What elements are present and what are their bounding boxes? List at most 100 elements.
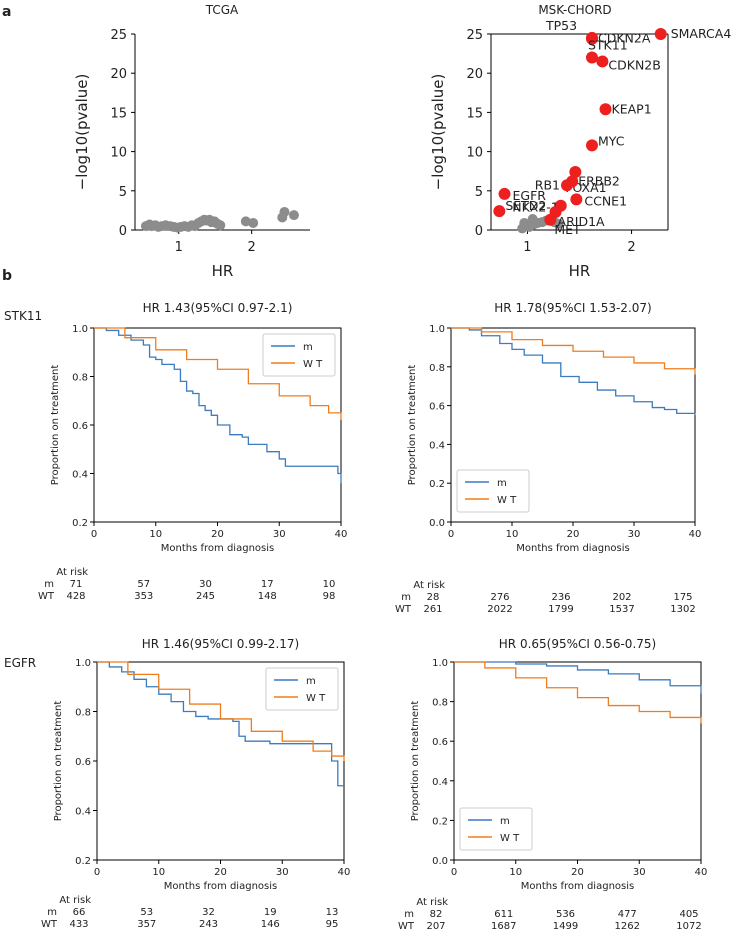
- y-tick-label: 20: [110, 67, 127, 82]
- at-risk-count: 2022: [487, 604, 512, 615]
- y-tick-label: 1.0: [72, 324, 88, 335]
- y-tick-label: 0.8: [429, 363, 445, 374]
- x-tick-label: 10: [509, 867, 522, 878]
- at-risk-count: 1687: [491, 921, 516, 932]
- gene-point: [570, 193, 583, 206]
- legend-label: W T: [497, 495, 517, 506]
- y-tick-label: 1.0: [75, 658, 91, 669]
- y-tick-label: 0.0: [429, 518, 445, 529]
- at-risk-group: m: [401, 592, 411, 603]
- gene-label: RB1: [535, 177, 560, 192]
- y-tick-label: 0.2: [429, 479, 445, 490]
- legend: m W T: [262, 333, 336, 377]
- at-risk-count: 245: [196, 591, 215, 602]
- at-risk-count: 207: [426, 921, 445, 932]
- at-risk-count: 1499: [553, 921, 578, 932]
- y-tick-label: 0.4: [432, 777, 448, 788]
- at-risk-count: 30: [199, 579, 212, 590]
- km-curve-m: [97, 661, 344, 787]
- at-risk-count: 1537: [609, 604, 634, 615]
- x-tick-label: 2: [627, 240, 635, 255]
- x-tick-label: 0: [91, 529, 97, 540]
- grey-point: [248, 217, 259, 228]
- at-risk-count: 428: [66, 591, 85, 602]
- at-risk-group: WT: [41, 919, 58, 930]
- y-tick-label: 0.4: [75, 807, 91, 818]
- at-risk-group: WT: [398, 921, 415, 932]
- at-risk-count: 1799: [548, 604, 573, 615]
- x-tick-label: 30: [628, 529, 641, 540]
- km-stk11-tcga: HR 1.43(95%CI 0.97-2.1) 0.2 0.4 0.6 0.8 1.0 0 1…: [38, 301, 347, 602]
- at-risk-count: 243: [199, 919, 218, 930]
- gene-point: [544, 213, 557, 226]
- x-axis-label: HR: [569, 262, 591, 280]
- gene-label: MYC: [598, 133, 625, 148]
- gene-point: [599, 103, 612, 116]
- gene-label: STK11: [588, 38, 628, 53]
- gene-label: TP53: [545, 18, 577, 33]
- gene-label: SETD2: [505, 198, 546, 213]
- at-risk-count: 611: [494, 909, 513, 920]
- chart-title: HR 1.78(95%CI 1.53-2.07): [494, 301, 651, 315]
- at-risk-count: 357: [137, 919, 156, 930]
- legend-label: m: [306, 676, 316, 687]
- gene-point: [561, 179, 574, 192]
- y-tick-label: 15: [110, 106, 127, 121]
- km-curve-wt: [451, 327, 696, 375]
- y-axis-label: −log10(pvalue): [429, 74, 447, 191]
- chart-title: HR 1.43(95%CI 0.97-2.1): [143, 301, 293, 315]
- gene-point: [654, 28, 667, 40]
- x-axis-label: Months from diagnosis: [521, 881, 634, 892]
- at-risk-group: WT: [395, 604, 412, 615]
- at-risk-count: 536: [556, 909, 575, 920]
- y-tick-label: 0.2: [432, 816, 448, 827]
- at-risk-label: At risk: [413, 580, 445, 591]
- legend-box: [262, 333, 336, 377]
- panel-label-b: b: [2, 268, 12, 284]
- gene-label: CDKN2A: [598, 31, 651, 46]
- gene-label: KEAP1: [612, 101, 652, 116]
- gene-label: ARID1A: [558, 214, 606, 229]
- x-tick-label: 0: [94, 867, 100, 878]
- x-tick-label: 40: [695, 867, 708, 878]
- chart-title: TCGA: [205, 3, 239, 17]
- at-risk-count: 353: [134, 591, 153, 602]
- x-tick-label: 30: [273, 529, 286, 540]
- legend: m W T: [459, 807, 533, 851]
- y-tick-label: 0.8: [72, 373, 88, 384]
- at-risk-count: 1072: [676, 921, 701, 932]
- x-tick-label: 30: [276, 867, 289, 878]
- x-tick-label: 1: [175, 240, 183, 255]
- at-risk-count: 146: [261, 919, 280, 930]
- at-risk-label: At risk: [59, 895, 91, 906]
- y-axis-label: Proportion on treatment: [50, 365, 61, 486]
- gene-point: [569, 165, 582, 178]
- y-axis-label: Proportion on treatment: [407, 365, 418, 486]
- at-risk-group: m: [47, 907, 57, 918]
- y-tick-label: 0.4: [429, 440, 445, 451]
- y-tick-label: 25: [110, 28, 127, 43]
- legend-label: W T: [306, 693, 326, 704]
- y-tick-label: 10: [110, 146, 127, 161]
- x-tick-label: 2: [248, 240, 256, 255]
- at-risk-count: 202: [612, 592, 631, 603]
- at-risk-group: WT: [38, 591, 55, 602]
- y-tick-label: 25: [466, 28, 483, 43]
- chart-title: MSK-CHORD: [538, 3, 611, 17]
- gene-label-egfr: EGFR: [4, 656, 36, 670]
- y-tick-label: 0.6: [429, 402, 445, 413]
- y-tick-label: 0.4: [72, 470, 88, 481]
- volcano-msk-chord: MSK-CHORD 0 5 10 15 20 25 1 2 HR −log10(pvalue) SMA…: [429, 3, 731, 280]
- y-tick-label: 0: [119, 224, 127, 239]
- y-tick-label: 0: [475, 224, 483, 239]
- x-axis-label: HR: [212, 262, 234, 280]
- gene-point: [585, 51, 598, 64]
- x-tick-label: 30: [633, 867, 646, 878]
- legend-box: [459, 807, 533, 851]
- x-tick-label: 10: [149, 529, 162, 540]
- y-tick-label: 1.0: [432, 658, 448, 669]
- at-risk-count: 13: [326, 907, 339, 918]
- x-tick-label: 40: [335, 529, 348, 540]
- y-tick-label: 0.2: [72, 518, 88, 529]
- at-risk-count: 95: [326, 919, 339, 930]
